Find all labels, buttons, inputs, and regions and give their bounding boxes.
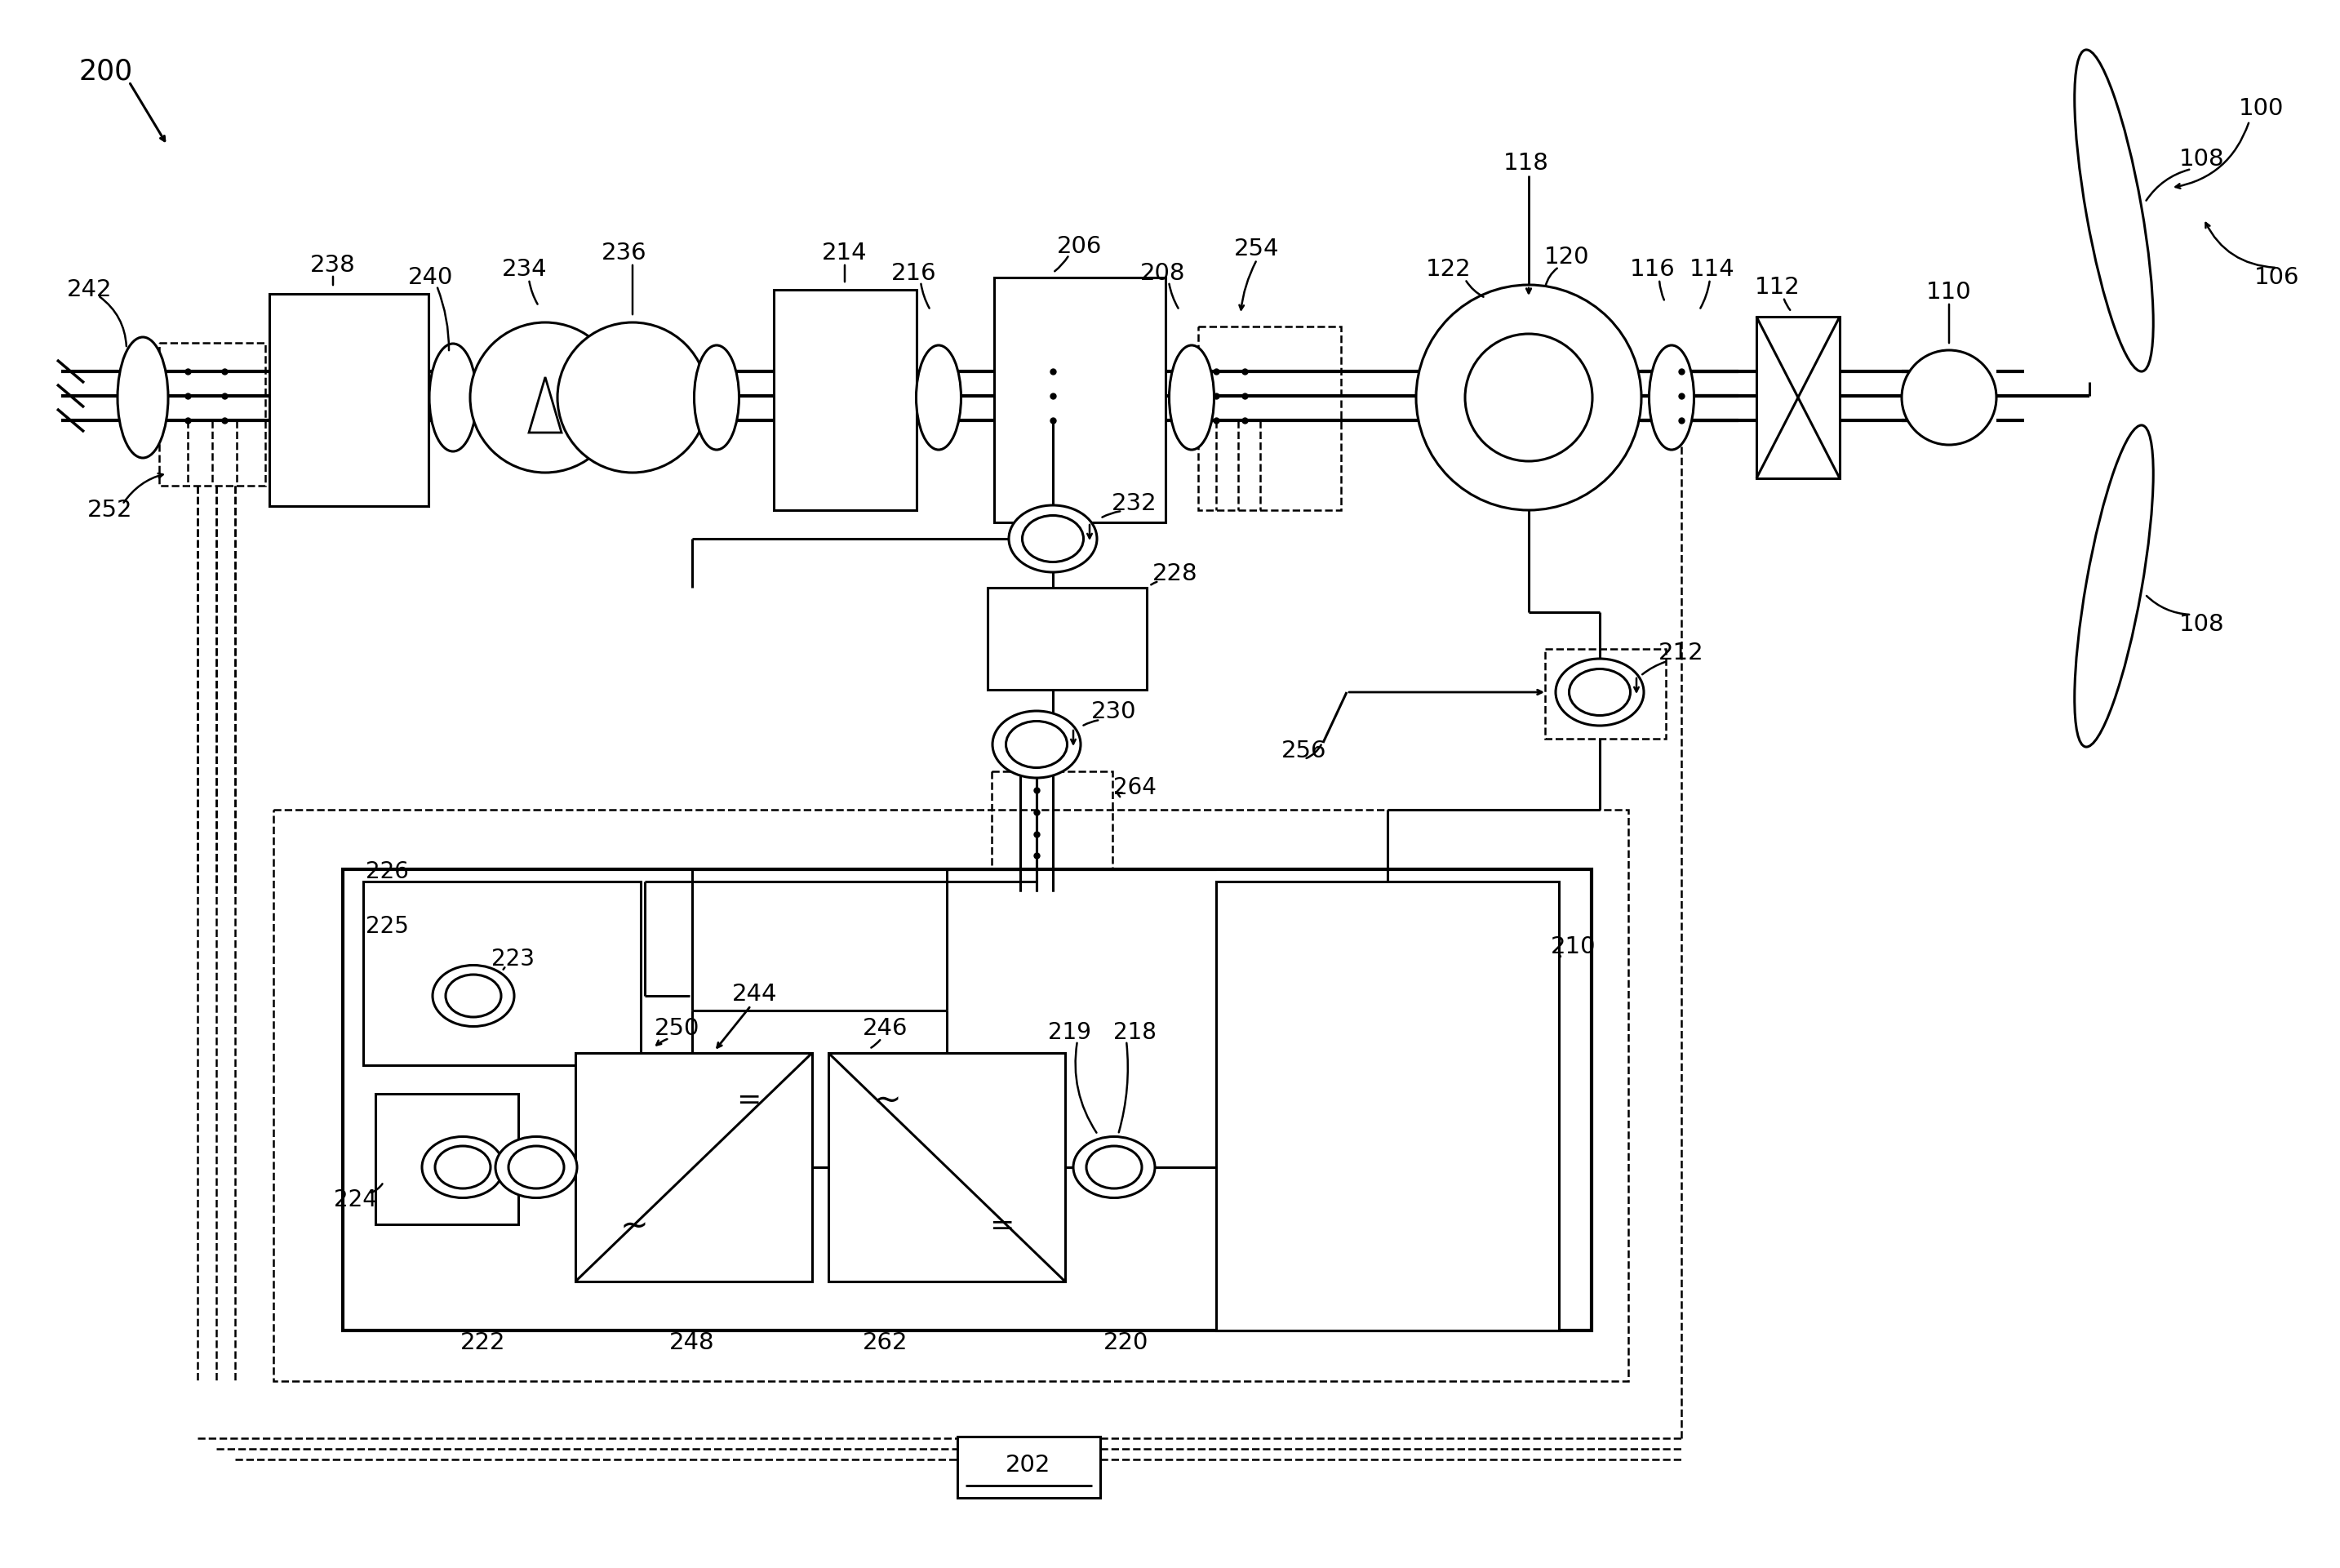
Ellipse shape	[1650, 345, 1694, 450]
Text: 228: 228	[1154, 563, 1198, 585]
Text: 252: 252	[87, 499, 133, 522]
Text: 202: 202	[1006, 1454, 1051, 1477]
Bar	[957, 1436, 1100, 1497]
Text: 200: 200	[80, 56, 133, 85]
Text: 116: 116	[1631, 257, 1675, 281]
Bar	[159, 343, 264, 486]
Bar	[992, 771, 1111, 892]
Circle shape	[1465, 334, 1594, 461]
Text: 206: 206	[1058, 235, 1102, 257]
Ellipse shape	[1006, 721, 1067, 768]
Text: 208: 208	[1140, 262, 1186, 285]
Text: 264: 264	[1114, 776, 1156, 800]
Text: 224: 224	[335, 1189, 377, 1212]
Text: 230: 230	[1090, 701, 1137, 723]
Text: =: =	[737, 1087, 760, 1115]
Circle shape	[557, 323, 707, 472]
Ellipse shape	[1570, 670, 1631, 715]
Bar	[775, 290, 917, 510]
Text: 226: 226	[365, 861, 409, 883]
Ellipse shape	[1086, 1146, 1142, 1189]
Text: 232: 232	[1112, 492, 1158, 514]
Ellipse shape	[428, 343, 477, 452]
Text: 234: 234	[503, 257, 548, 281]
Text: 218: 218	[1114, 1021, 1156, 1044]
Text: ~: ~	[620, 1209, 648, 1243]
Bar	[576, 1054, 812, 1281]
Text: 118: 118	[1505, 152, 1549, 174]
Text: 219: 219	[1048, 1021, 1090, 1044]
Text: 112: 112	[1755, 276, 1799, 299]
Circle shape	[1902, 350, 1996, 445]
Text: 223: 223	[491, 947, 534, 971]
Text: 216: 216	[892, 262, 936, 285]
Text: 106: 106	[2253, 267, 2300, 289]
Bar	[1217, 881, 1558, 1331]
Text: 225: 225	[365, 916, 409, 938]
Ellipse shape	[2076, 425, 2153, 746]
Text: 100: 100	[2239, 97, 2284, 121]
Text: 212: 212	[1659, 641, 1704, 665]
Ellipse shape	[445, 975, 501, 1018]
Circle shape	[1416, 285, 1640, 510]
Bar	[274, 809, 1629, 1381]
Ellipse shape	[1556, 659, 1643, 726]
Text: 244: 244	[732, 983, 777, 1005]
Bar	[269, 293, 428, 506]
Bar	[1198, 326, 1341, 510]
Text: 108: 108	[2179, 613, 2225, 637]
Text: 220: 220	[1104, 1331, 1149, 1355]
Text: 120: 120	[1544, 246, 1589, 268]
Ellipse shape	[496, 1137, 578, 1198]
Text: 236: 236	[601, 241, 648, 265]
Text: 214: 214	[821, 241, 868, 265]
Bar	[1757, 317, 1839, 478]
Ellipse shape	[917, 345, 962, 450]
Text: 248: 248	[669, 1331, 714, 1355]
Ellipse shape	[508, 1146, 564, 1189]
Text: 110: 110	[1926, 281, 1973, 304]
Text: 250: 250	[655, 1018, 700, 1040]
Ellipse shape	[1009, 505, 1097, 572]
Ellipse shape	[1074, 1137, 1156, 1198]
Text: ~: ~	[873, 1083, 901, 1118]
Ellipse shape	[695, 345, 739, 450]
Text: =: =	[990, 1212, 1013, 1240]
Text: 114: 114	[1689, 257, 1734, 281]
Ellipse shape	[1170, 345, 1214, 450]
Text: 262: 262	[863, 1331, 908, 1355]
Text: 108: 108	[2179, 147, 2225, 171]
Ellipse shape	[435, 1146, 491, 1189]
Text: 246: 246	[863, 1018, 908, 1040]
Bar	[987, 588, 1147, 690]
Text: 238: 238	[311, 254, 356, 276]
Ellipse shape	[1023, 516, 1083, 561]
Bar	[363, 881, 641, 1065]
Ellipse shape	[2076, 50, 2153, 372]
Bar	[1544, 649, 1666, 739]
Text: 210: 210	[1551, 936, 1596, 958]
Bar	[994, 278, 1165, 522]
Text: 256: 256	[1282, 740, 1327, 762]
Text: 254: 254	[1233, 237, 1280, 260]
Text: 222: 222	[461, 1331, 505, 1355]
Ellipse shape	[433, 966, 515, 1027]
Bar	[374, 1094, 517, 1225]
Bar	[828, 1054, 1065, 1281]
Ellipse shape	[117, 337, 168, 458]
Text: 242: 242	[68, 279, 112, 301]
Circle shape	[470, 323, 620, 472]
Bar	[342, 869, 1591, 1331]
Text: 240: 240	[409, 267, 454, 289]
Ellipse shape	[992, 710, 1081, 778]
Ellipse shape	[421, 1137, 503, 1198]
Text: 122: 122	[1425, 257, 1472, 281]
